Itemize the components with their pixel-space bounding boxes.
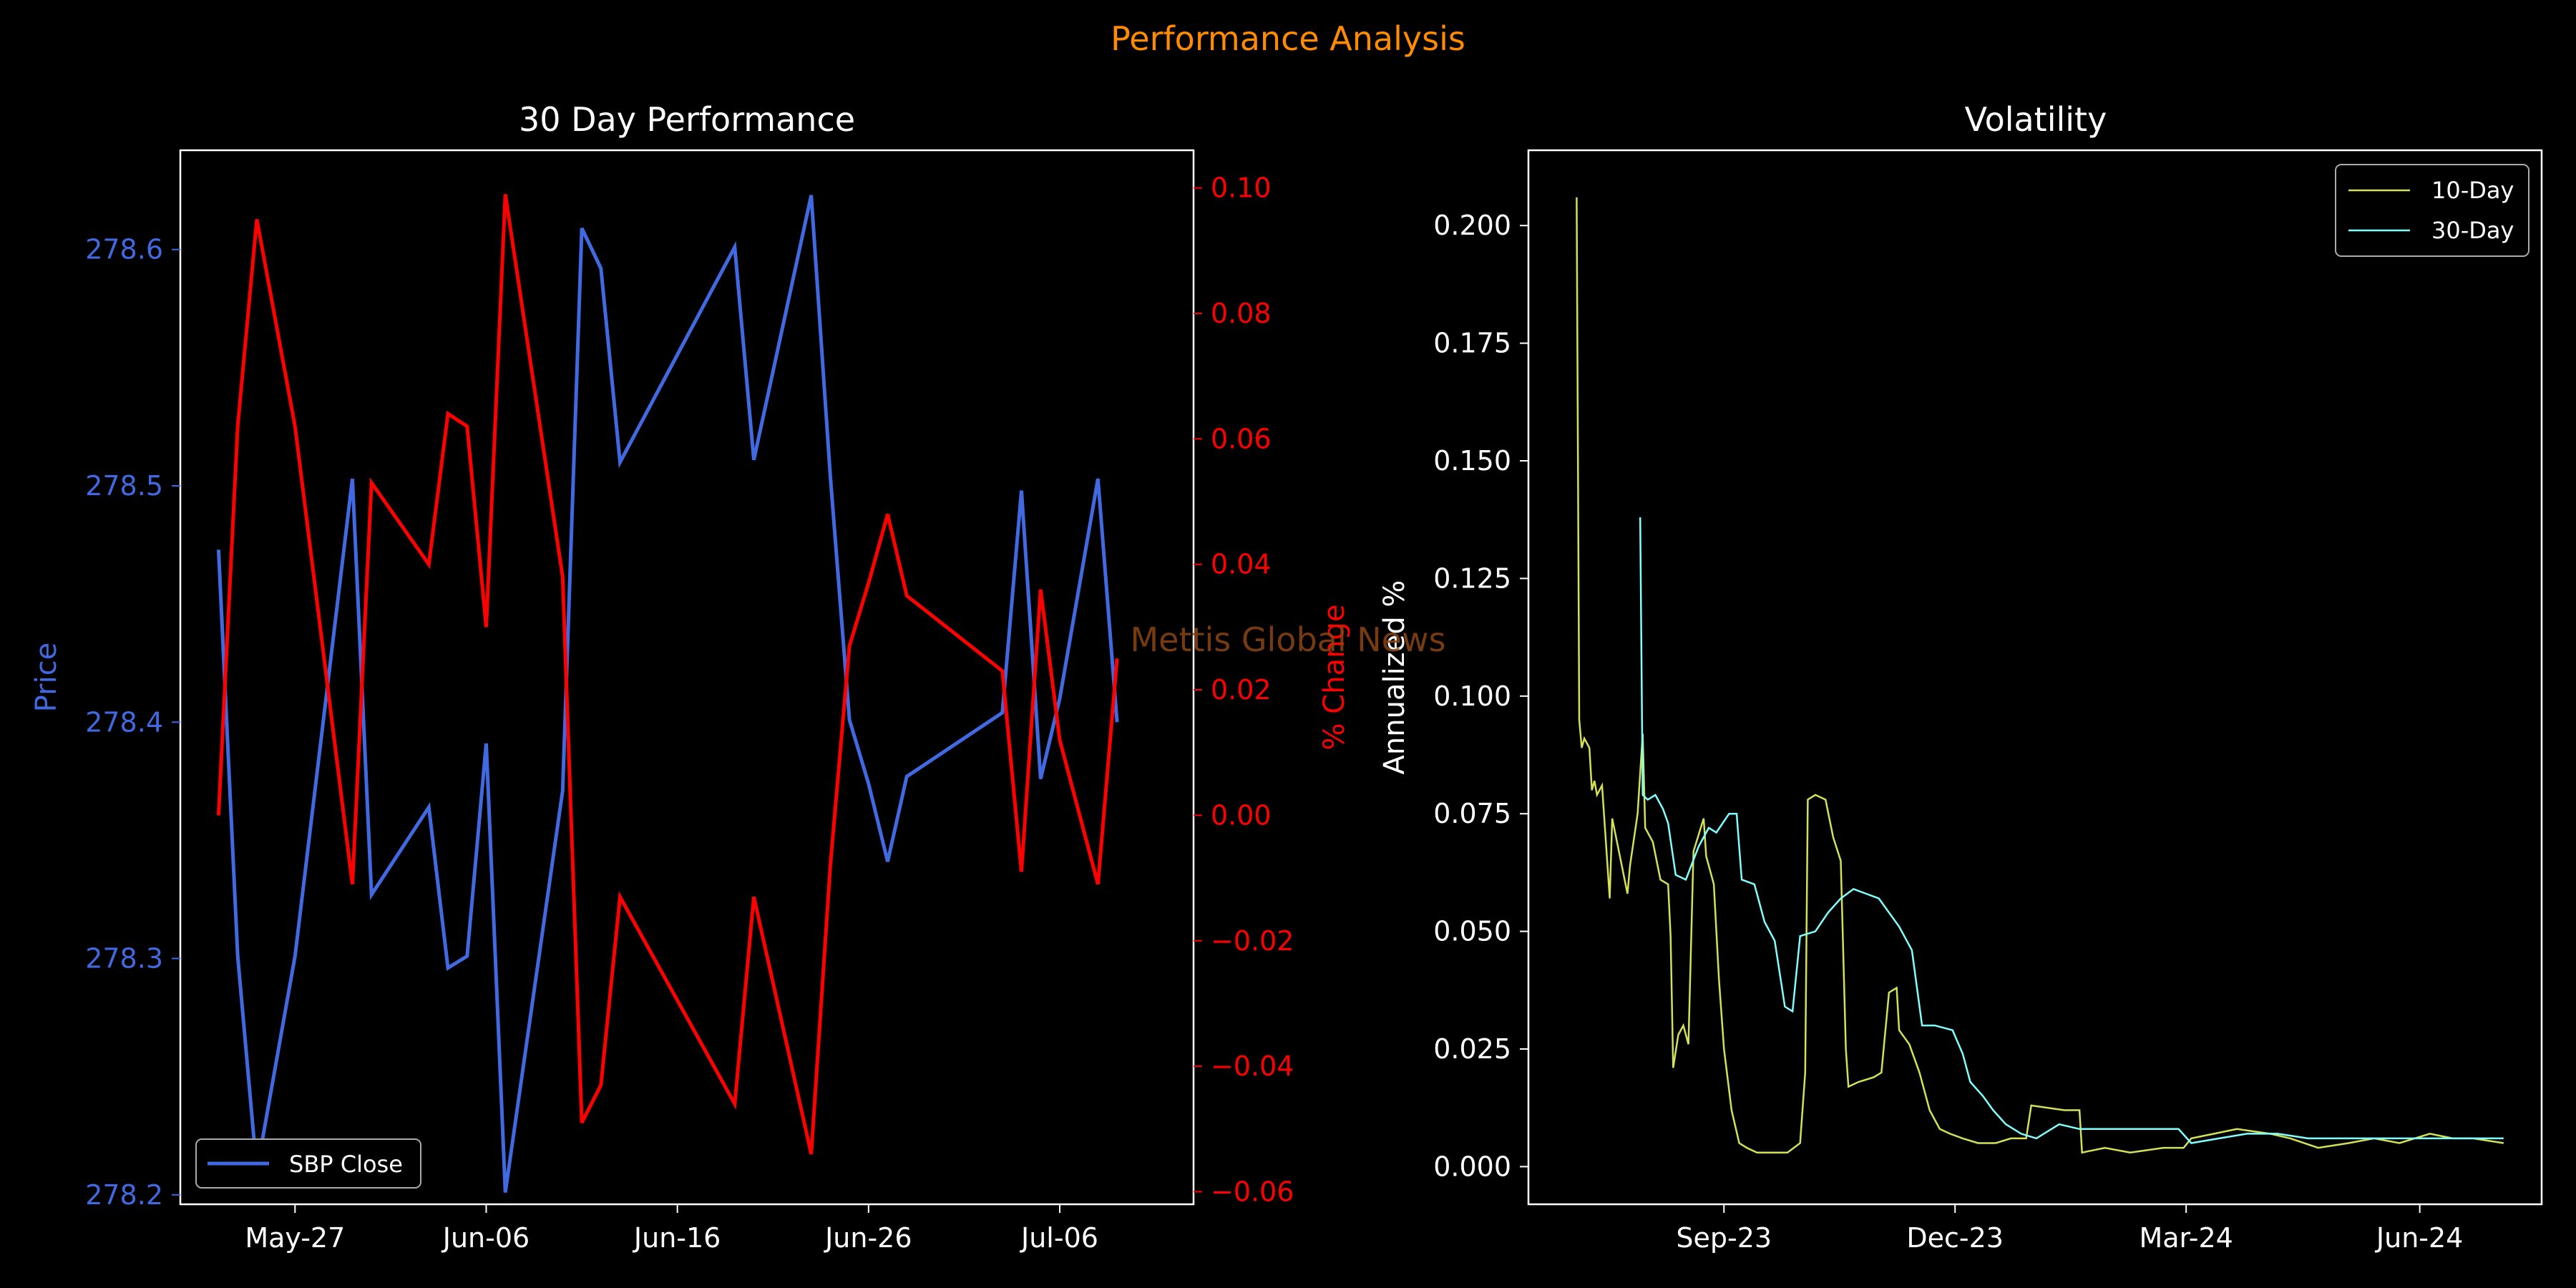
x-tick-label: Jun-06: [441, 1222, 530, 1254]
performance-legend: SBP Close: [195, 1138, 421, 1189]
pct-tick-label: −0.06: [1211, 1176, 1294, 1207]
x-tick-label: Jun-24: [2375, 1222, 2463, 1254]
pct-tick-label: −0.04: [1211, 1050, 1294, 1082]
legend-box: [2335, 164, 2529, 257]
x-tick-label: Jun-26: [824, 1222, 912, 1254]
y-tick-label: 0.175: [1433, 328, 1511, 359]
legend-box: [195, 1138, 421, 1189]
price-tick-label: 278.4: [85, 706, 163, 738]
volatility-axes: Sep-23 Dec-23 Mar-24 Jun-24 0.000 0.025 0.050 0…: [1433, 149, 2543, 1254]
price-tick-label: 278.5: [85, 470, 163, 502]
y-tick-label: 0.000: [1433, 1151, 1511, 1182]
x-tick-label: Mar-24: [2139, 1222, 2233, 1254]
pct-tick-label: 0.10: [1211, 172, 1272, 204]
volatility-series: [1576, 197, 2504, 1154]
y-tick-label: 0.025: [1433, 1033, 1511, 1065]
performance-chart-title: 30 Day Performance: [519, 100, 855, 139]
y-tick-label: 0.100: [1433, 680, 1511, 712]
pct-tick-label: −0.02: [1211, 925, 1294, 957]
y-tick-label: 0.075: [1433, 798, 1511, 829]
y-tick-label: 0.050: [1433, 916, 1511, 947]
watermark-text: Mettis Global News: [1130, 620, 1445, 659]
pct-tick-label: 0.08: [1211, 298, 1272, 329]
performance-series: [216, 194, 1119, 1193]
performance-plot-frame: [179, 149, 1195, 1206]
pct-tick-label: 0.02: [1211, 674, 1272, 706]
price-tick-label: 278.2: [85, 1179, 163, 1211]
x-tick-label: Jun-16: [633, 1222, 721, 1254]
volatility-legend: 10-Day 30-Day: [2335, 164, 2529, 257]
pct-tick-label: 0.04: [1211, 549, 1272, 580]
pct-tick-label: 0.06: [1211, 423, 1272, 454]
volatility-chart-title: Volatility: [1965, 100, 2107, 139]
performance-axes: May-27 Jun-06 Jun-16 Jun-26 Jul-06 278.2 278.3…: [85, 149, 1294, 1254]
x-tick-label: Jul-06: [1020, 1222, 1098, 1254]
price-axis-label: Price: [30, 643, 63, 713]
y-tick-label: 0.125: [1433, 562, 1511, 594]
pct-change-line: [216, 194, 1119, 1155]
pct-change-axis-label: % Change: [1318, 605, 1351, 751]
performance-chart: 30 Day Performance May-27 Jun-06 Jun-16 Jun…: [30, 100, 1351, 1254]
legend-label-ten-day: 10-Day: [2431, 177, 2514, 204]
y-tick-label: 0.150: [1433, 445, 1511, 477]
x-tick-label: Dec-23: [1906, 1222, 2004, 1254]
volatility-plot-frame: [1527, 149, 2543, 1206]
x-tick-label: Sep-23: [1676, 1222, 1772, 1254]
ten-day-volatility-line: [1576, 197, 2504, 1154]
annualized-axis-label: Annualized %: [1378, 580, 1411, 775]
thirty-day-volatility-line: [1639, 517, 2504, 1144]
legend-label-thirty-day: 30-Day: [2431, 217, 2514, 244]
price-tick-label: 278.6: [85, 234, 163, 265]
figure-title: Performance Analysis: [1111, 19, 1465, 58]
y-tick-label: 0.200: [1433, 210, 1511, 241]
volatility-chart: Volatility Sep-23 Dec-23 Mar-24 Jun-24 0.000…: [1378, 100, 2543, 1254]
x-tick-label: May-27: [245, 1222, 345, 1254]
price-tick-label: 278.3: [85, 943, 163, 975]
sbp-close-line: [216, 195, 1119, 1193]
legend-label-sbp-close: SBP Close: [289, 1151, 403, 1178]
pct-tick-label: 0.00: [1211, 799, 1272, 831]
